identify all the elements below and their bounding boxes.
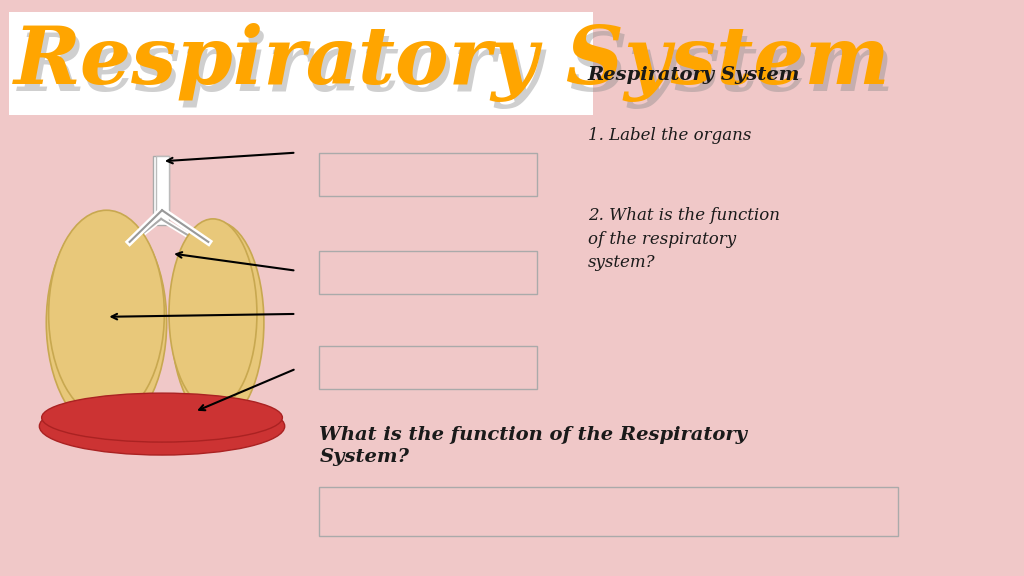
Text: What is the function of the Respiratory
System?: What is the function of the Respiratory … [319, 426, 748, 467]
FancyBboxPatch shape [319, 251, 537, 294]
Ellipse shape [46, 213, 167, 432]
Bar [153, 156, 169, 225]
Ellipse shape [171, 222, 264, 423]
Ellipse shape [39, 397, 285, 455]
Ellipse shape [48, 210, 164, 418]
Bar [9, 357, 324, 426]
FancyBboxPatch shape [9, 138, 310, 490]
FancyBboxPatch shape [319, 153, 537, 196]
FancyBboxPatch shape [319, 487, 898, 536]
Text: Respiratory System: Respiratory System [17, 30, 894, 109]
Text: 1. Label the organs: 1. Label the organs [588, 127, 752, 144]
Ellipse shape [169, 219, 257, 409]
Text: 2. What is the function
of the respiratory
system?: 2. What is the function of the respirato… [588, 207, 780, 271]
FancyBboxPatch shape [9, 138, 305, 484]
FancyBboxPatch shape [9, 12, 593, 115]
Bar [156, 156, 169, 213]
Ellipse shape [42, 393, 283, 442]
Text: Respiratory System: Respiratory System [588, 66, 801, 84]
FancyBboxPatch shape [319, 346, 537, 389]
Text: Respiratory System: Respiratory System [14, 22, 891, 101]
